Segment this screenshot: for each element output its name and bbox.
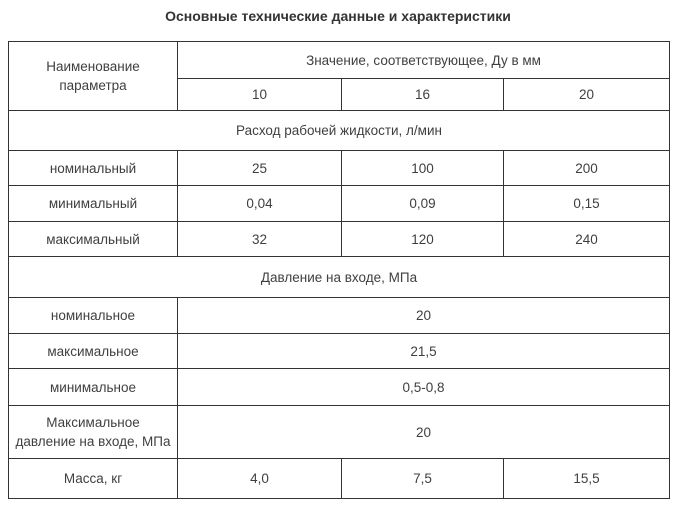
pressure-maximal-row: максимальное 21,5 <box>8 333 670 369</box>
value-cell: 0,04 <box>177 185 342 222</box>
value-span-cell: 21,5 <box>177 333 670 369</box>
value-cell: 0,15 <box>503 185 670 222</box>
value-cell: 7,5 <box>341 458 504 499</box>
value-span-cell: 0,5-0,8 <box>177 368 670 406</box>
value-cell: 200 <box>503 150 670 186</box>
du-16-cell: 16 <box>341 78 504 111</box>
value-cell: 240 <box>503 221 670 257</box>
row-label-cell: Масса, кг <box>8 458 178 499</box>
value-cell: 0,09 <box>341 185 504 222</box>
flow-minimal-row: минимальный 0,04 0,09 0,15 <box>8 185 670 222</box>
value-span-cell: 20 <box>177 297 670 334</box>
row-label-cell: максимальный <box>8 221 178 257</box>
value-span-cell: 20 <box>177 405 670 459</box>
row-label-cell: номинальное <box>8 297 178 334</box>
value-cell: 25 <box>177 150 342 186</box>
section-pressure-header-row: Давление на входе, МПа <box>8 256 670 298</box>
du-20-cell: 20 <box>503 78 670 111</box>
row-label-cell: минимальное <box>8 368 178 406</box>
row-label-cell: максимальное <box>8 333 178 369</box>
row-label-cell: номинальный <box>8 150 178 186</box>
value-cell: 32 <box>177 221 342 257</box>
mass-row: Масса, кг 4,0 7,5 15,5 <box>8 458 670 499</box>
page-title: Основные технические данные и характерис… <box>165 8 511 24</box>
value-cell: 15,5 <box>503 458 670 499</box>
section-flow-header-row: Расход рабочей жидкости, л/мин <box>8 110 670 151</box>
header-value-cell: Значение, соответствующее, Ду в мм <box>177 41 670 79</box>
value-cell: 120 <box>341 221 504 257</box>
max-inlet-pressure-row: Максимальное давление на входе, МПа 20 <box>8 405 670 459</box>
value-cell: 100 <box>341 150 504 186</box>
section-pressure-title-cell: Давление на входе, МПа <box>8 256 670 298</box>
flow-nominal-row: номинальный 25 100 200 <box>8 150 670 186</box>
header-row: Наименование параметра Значение, соответ… <box>8 41 670 111</box>
row-label-cell: Максимальное давление на входе, МПа <box>8 405 178 459</box>
pressure-minimal-row: минимальное 0,5-0,8 <box>8 368 670 406</box>
pressure-nominal-row: номинальное 20 <box>8 297 670 334</box>
du-10-cell: 10 <box>177 78 342 111</box>
row-label-cell: минимальный <box>8 185 178 222</box>
value-cell: 4,0 <box>177 458 342 499</box>
section-flow-title-cell: Расход рабочей жидкости, л/мин <box>8 110 670 151</box>
spec-table: Наименование параметра Значение, соответ… <box>8 41 670 499</box>
header-param-cell: Наименование параметра <box>8 41 178 111</box>
header-du-row: 10 16 20 <box>9 78 670 111</box>
flow-maximal-row: максимальный 32 120 240 <box>8 221 670 257</box>
